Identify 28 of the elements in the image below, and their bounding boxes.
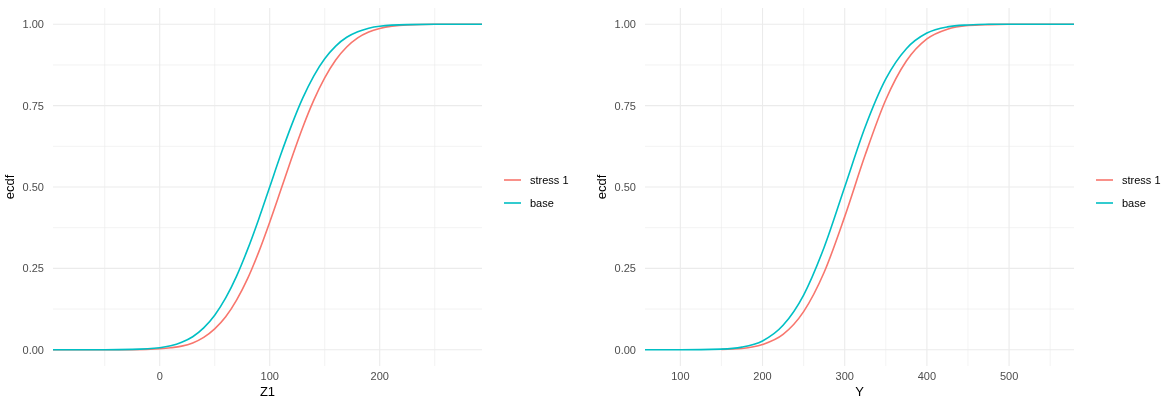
y-tick-label: 0.00 xyxy=(614,343,636,356)
y-tick-label: 0.25 xyxy=(22,262,44,275)
y-tick-label: 0.50 xyxy=(614,181,636,193)
x-tick-label: 500 xyxy=(999,370,1019,382)
line-series xyxy=(644,23,1075,351)
legend-label: stress 1 xyxy=(530,174,569,186)
y-tick-label: 0.25 xyxy=(614,262,636,275)
y-tick-label: 0.75 xyxy=(614,99,636,112)
y-tick-label: 0.50 xyxy=(22,181,44,193)
x-tick-label: 400 xyxy=(917,370,937,382)
legend-label: stress 1 xyxy=(1122,174,1161,186)
x-axis-title: Y xyxy=(855,384,865,399)
x-tick-label: 200 xyxy=(370,370,389,382)
x-tick-label: 100 xyxy=(671,370,690,382)
line-series xyxy=(52,23,483,351)
legend-label: base xyxy=(530,197,554,209)
y-tick-label: 0.75 xyxy=(22,99,44,112)
y-axis-title: ecdf xyxy=(2,174,17,200)
x-tick-label: 100 xyxy=(260,370,279,382)
x-tick-label: 200 xyxy=(753,370,772,382)
y-axis-title: ecdf xyxy=(594,174,609,200)
y-tick-label: 1.00 xyxy=(614,18,636,31)
x-axis-title: Z1 xyxy=(259,384,276,399)
x-tick-label: 300 xyxy=(835,370,854,382)
y-tick-label: 0.00 xyxy=(22,343,44,356)
legend-label: base xyxy=(1122,197,1146,209)
x-tick-label: 0 xyxy=(156,370,163,382)
y-tick-label: 1.00 xyxy=(22,18,44,31)
